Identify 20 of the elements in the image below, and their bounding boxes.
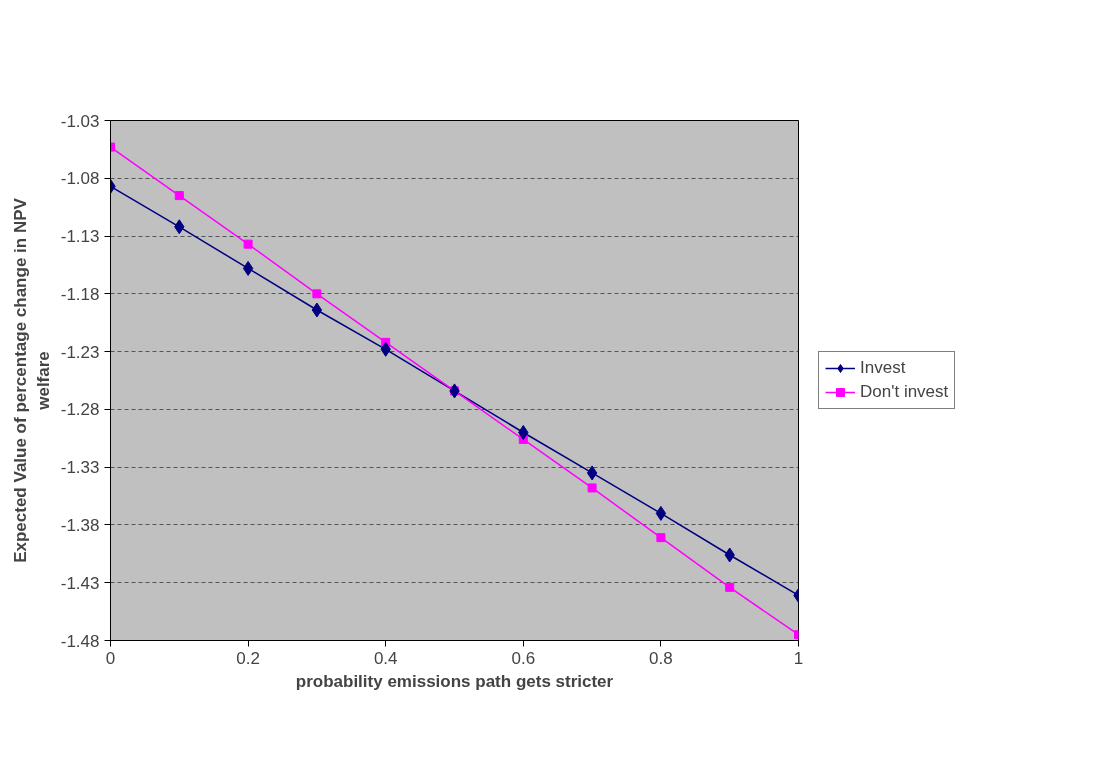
y-axis-title: Expected Value of percentage change in NPV welfare (10, 197, 53, 563)
y-tick-label: -1.38 (60, 515, 100, 535)
y-tick-label: -1.08 (60, 169, 100, 189)
x-tick-label: 0.8 (649, 648, 673, 668)
y-tick-label: -1.03 (60, 111, 100, 131)
x-tick-label: 0.4 (373, 648, 398, 668)
y-tick-label: -1.33 (60, 458, 100, 478)
y-tick-label: -1.48 (60, 631, 100, 651)
y-tick-label: -1.23 (60, 342, 100, 362)
x-tick-label: 1 (793, 648, 804, 668)
y-tick-label: -1.13 (60, 227, 100, 247)
y-tick-label: -1.18 (60, 284, 100, 304)
y-tick-label: -1.28 (60, 400, 100, 420)
x-tick-label: 0 (105, 648, 116, 668)
legend-label: Invest (860, 358, 906, 378)
x-tick-label: 0.2 (236, 648, 260, 668)
x-tick-label: 0.6 (511, 648, 536, 668)
legend-label: Don't invest (860, 382, 949, 402)
x-axis-title: probability emissions path gets stricter (295, 671, 614, 691)
y-tick-label: -1.43 (60, 573, 100, 593)
